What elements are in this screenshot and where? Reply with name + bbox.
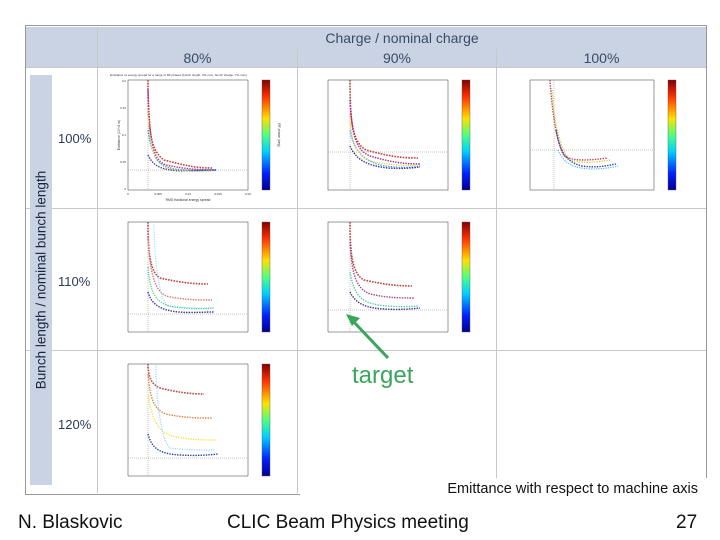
row-label-3: 120% [58, 417, 92, 432]
x-tick: 0.005 [154, 192, 162, 196]
colorbar-label: RF phase (deg) [277, 123, 281, 147]
plot-80-110 [104, 212, 292, 347]
plot-80-120 [104, 354, 292, 492]
grid-line [496, 49, 497, 493]
corner-cell [26, 27, 97, 67]
emittance-plot [127, 221, 271, 333]
grid-line [97, 27, 98, 493]
grid-line [26, 208, 706, 209]
y-tick: 0.15 [120, 106, 126, 110]
x-tick: 0.015 [214, 192, 222, 196]
column-group-title: Charge / nominal charge [325, 30, 479, 46]
emittance-plot [327, 221, 471, 333]
row-label-2: 110% [58, 274, 91, 289]
grid-line [26, 350, 706, 351]
x-tick: 0.02 [245, 192, 251, 196]
plot-title: Emittance vs energy spread for a range o… [110, 73, 247, 77]
y-tick: 0.2 [122, 79, 127, 83]
emittance-plot [127, 363, 271, 477]
column-header-3: 100% [497, 49, 706, 67]
plot-80-100: Emittance vs energy spread for a range o… [104, 70, 292, 205]
column-header-1: 80% [98, 49, 297, 67]
emittance-plot: Emittance vs energy spread for a range o… [110, 73, 281, 202]
target-label: target [352, 362, 414, 389]
plot-90-110 [304, 212, 492, 347]
meeting-name: CLIC Beam Physics meeting [227, 512, 469, 533]
x-tick: 0 [127, 192, 129, 196]
y-tick: 0 [124, 187, 126, 191]
column-group-header: Charge / nominal charge [98, 27, 706, 49]
emittance-plot [529, 79, 677, 191]
grid-line [297, 49, 298, 493]
x-tick: 0.01 [185, 192, 191, 196]
row-group-title: Bunch length / nominal bunch length [33, 170, 49, 390]
caption: Emittance with respect to machine axis [300, 478, 708, 506]
row-label-1: 100% [58, 131, 92, 146]
y-tick: 0.1 [122, 133, 127, 137]
row-group-header: Bunch length / nominal bunch length [30, 75, 52, 485]
column-header-2: 90% [298, 49, 496, 67]
target-arrow [346, 314, 390, 360]
plot-90-100 [304, 70, 492, 205]
grid-line [26, 67, 706, 68]
x-axis-label: RMS fractional energy spread [166, 198, 211, 202]
author-name: N. Blaskovic [18, 512, 123, 533]
plot-100-100 [504, 70, 700, 205]
emittance-plot [327, 79, 471, 191]
y-tick: 0.05 [120, 160, 126, 164]
page-number: 27 [676, 512, 698, 533]
y-axis-label: Emittance (10^-6 m) [117, 120, 121, 150]
